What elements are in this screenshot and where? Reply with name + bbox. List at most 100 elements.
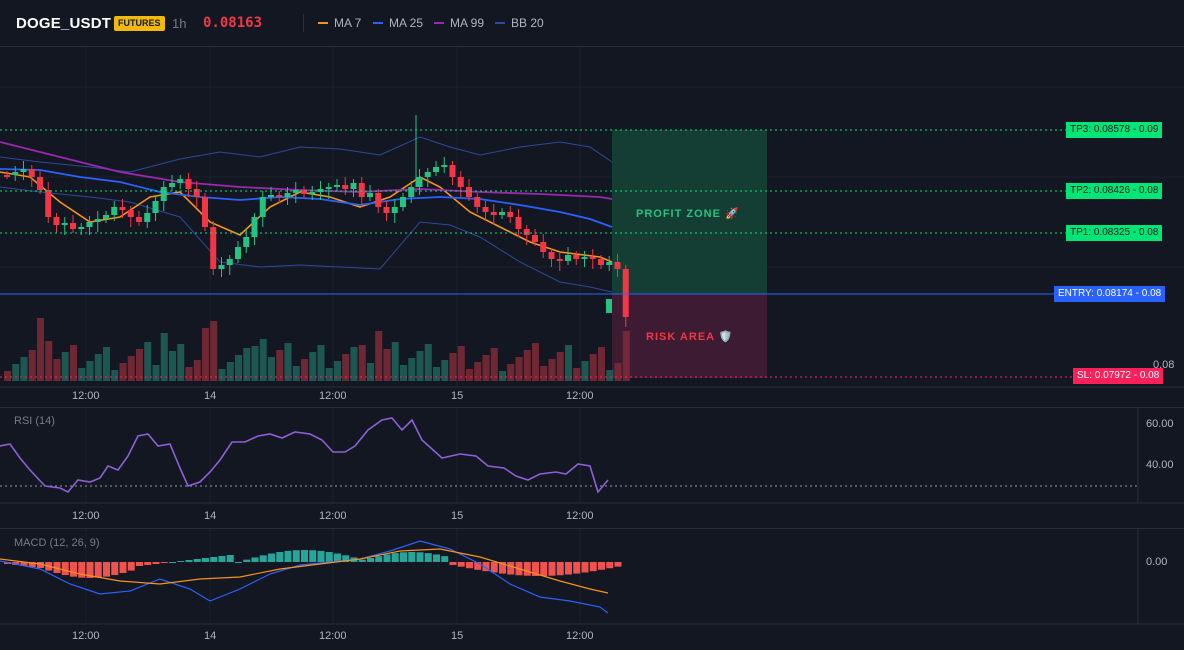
entry-tag[interactable]: ENTRY: 0.08174 - 0.08 — [1054, 286, 1166, 302]
legend-ma99[interactable]: MA 99 — [434, 16, 484, 30]
volume-bar — [309, 352, 317, 381]
volume-bar — [523, 350, 531, 381]
volume-bar — [152, 365, 160, 381]
tp2-tag[interactable]: TP2: 0.08426 - 0.08 — [1066, 183, 1163, 199]
legend-bb20[interactable]: BB 20 — [495, 16, 544, 30]
macd-pane[interactable]: MACD (12, 26, 9) 0.00 12:00 14 12:00 15 … — [0, 528, 1184, 650]
macd-histogram-bar — [375, 556, 383, 562]
timeframe-label[interactable]: 1h — [172, 16, 187, 31]
volume-bar — [169, 351, 176, 381]
header-divider — [303, 14, 304, 32]
macd-histogram-bar — [540, 562, 548, 576]
macd-histogram-bar — [408, 552, 416, 562]
macd-histogram-bar — [400, 552, 407, 562]
macd-histogram-bar — [226, 555, 234, 562]
macd-histogram-bar — [292, 550, 300, 562]
volume-bar — [540, 366, 548, 381]
candle-body — [490, 212, 497, 215]
rsi-line — [0, 417, 609, 494]
rsi-chart[interactable] — [0, 408, 1184, 528]
volume-bar — [12, 364, 20, 381]
sl-tag[interactable]: SL: 0.07972 - 0.08 — [1073, 368, 1164, 384]
candle-body — [532, 235, 538, 242]
macd-histogram-bar — [499, 562, 506, 574]
candle-body — [457, 177, 464, 187]
volume-bar — [408, 358, 416, 381]
volume-bar — [37, 318, 44, 381]
volume-bar — [127, 356, 135, 381]
volume-bar — [94, 354, 102, 381]
volume-bar — [424, 344, 432, 381]
candle-body — [235, 247, 241, 259]
candle-body — [367, 193, 373, 197]
time-axis-label: 15 — [451, 510, 464, 522]
candle-body — [358, 183, 365, 197]
macd-histogram-bar — [433, 554, 440, 562]
volume-bar — [457, 346, 465, 381]
symbol-name[interactable]: DOGE_USDT — [16, 15, 112, 32]
macd-histogram-bar — [367, 558, 374, 562]
price-pane[interactable]: PROFIT ZONE 🚀 RISK AREA 🛡️ TP3: 0.08578 … — [0, 46, 1184, 407]
candle-body — [606, 262, 613, 265]
candle-body — [515, 217, 522, 229]
volume-bar — [490, 348, 498, 381]
macd-histogram-bar — [358, 559, 366, 562]
candle-body — [53, 217, 60, 225]
legend-ma25[interactable]: MA 25 — [373, 16, 423, 30]
volume-bar — [383, 349, 391, 381]
volume-bar — [358, 345, 366, 381]
candles — [4, 115, 629, 327]
candle-body — [210, 227, 217, 269]
tp1-tag[interactable]: TP1: 0.08325 - 0.08 — [1066, 225, 1163, 241]
price-chart[interactable] — [0, 47, 1184, 407]
legend-ma7[interactable]: MA 7 — [318, 16, 361, 30]
time-axis-label: 12:00 — [72, 390, 100, 402]
volume-bar — [111, 370, 119, 381]
ma7-line — [0, 171, 613, 263]
sl-value: SL: 0.07972 — [1077, 370, 1131, 381]
candle-body — [433, 167, 439, 172]
volume-bar — [284, 343, 292, 381]
macd-histogram-bar — [243, 559, 251, 562]
macd-histogram-bar — [276, 552, 284, 562]
macd-histogram-bar — [160, 562, 168, 563]
volume-bar — [334, 361, 341, 381]
macd-chart[interactable] — [0, 529, 1184, 650]
chart-header: DOGE_USDT FUTURES 1h 0.08163 MA 7 MA 25 … — [0, 0, 1184, 46]
macd-signal-line — [0, 548, 609, 594]
tp3-tag[interactable]: TP3: 0.08578 - 0.09 — [1066, 122, 1163, 138]
candle-body — [160, 187, 167, 201]
volume-bar — [342, 354, 350, 381]
volume-bar — [375, 331, 383, 381]
volume-bar — [317, 345, 325, 381]
volume-bar — [202, 328, 209, 381]
macd-histogram-bar — [565, 562, 572, 575]
candle-body — [12, 172, 19, 175]
macd-title: MACD (12, 26, 9) — [14, 537, 100, 549]
time-axis-label: 12:00 — [72, 630, 100, 642]
candle-body — [540, 242, 547, 252]
candle-body — [581, 257, 588, 259]
rsi-pane[interactable]: RSI (14) 60.00 40.00 12:00 14 12:00 15 1… — [0, 407, 1184, 528]
time-axis-label: 12:00 — [319, 510, 347, 522]
volume-bar — [86, 361, 94, 381]
time-axis-label: 12:00 — [566, 630, 594, 642]
macd-histogram-bar — [152, 562, 160, 564]
volume-bar — [193, 360, 201, 381]
macd-histogram-bar — [78, 562, 86, 578]
volume-bar — [565, 345, 572, 381]
rsi-title: RSI (14) — [14, 415, 55, 427]
volume-bar — [466, 369, 473, 381]
volume-bar — [185, 367, 193, 381]
bb20-swatch-icon — [495, 22, 505, 24]
macd-histogram-bar — [218, 556, 226, 562]
rsi-tick: 60.00 — [1146, 418, 1174, 430]
ma25-swatch-icon — [373, 22, 383, 24]
macd-histogram-bar — [20, 562, 28, 566]
candle-body — [136, 217, 142, 222]
volume-bar — [243, 348, 251, 381]
tp1-value: TP1: 0.08325 — [1070, 227, 1131, 238]
candle-body — [4, 175, 10, 177]
volume-bar — [20, 357, 28, 381]
macd-histogram-bar — [94, 562, 102, 578]
